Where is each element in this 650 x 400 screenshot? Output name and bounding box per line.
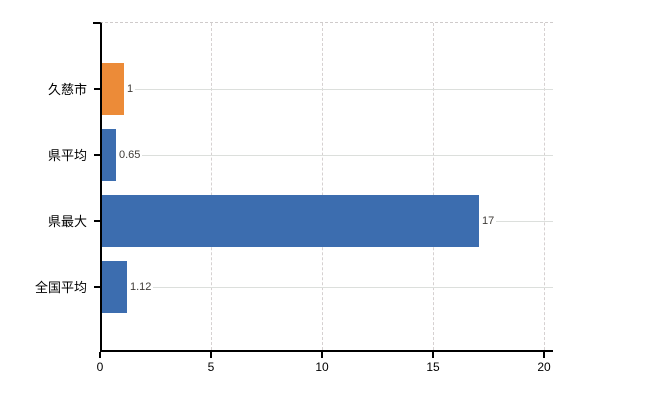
- vertical-gridline: [211, 23, 212, 350]
- bar-default: [102, 195, 479, 247]
- y-axis-top-tick: [93, 22, 100, 24]
- category-label: 全国平均: [34, 279, 87, 295]
- y-axis-tick: [94, 220, 100, 222]
- plot-area: 1 0.65 17 1.12: [100, 22, 553, 352]
- value-leader-line: [496, 220, 553, 222]
- x-axis-tick-label: 5: [207, 360, 215, 374]
- bar-highlight: [102, 63, 124, 115]
- vertical-gridline: [544, 23, 545, 350]
- x-axis-tick-label: 20: [537, 360, 551, 374]
- x-axis-tick: [99, 352, 101, 358]
- bar-default: [102, 129, 116, 181]
- y-axis-tick: [94, 154, 100, 156]
- bar-row: 1: [102, 63, 553, 115]
- category-label: 県平均: [47, 147, 87, 163]
- value-leader-line: [135, 88, 553, 90]
- category-label: 県最大: [47, 213, 87, 229]
- bar-default: [102, 261, 127, 313]
- bar-value-label: 17: [482, 214, 495, 227]
- bar-row: 1.12: [102, 261, 553, 313]
- vertical-gridline: [433, 23, 434, 350]
- bar-value-label: 1.12: [130, 280, 152, 293]
- x-axis-tick: [543, 352, 545, 358]
- x-axis-tick: [321, 352, 323, 358]
- x-axis-tick: [432, 352, 434, 358]
- value-leader-line: [153, 286, 553, 288]
- category-label: 久慈市: [47, 81, 87, 97]
- value-leader-line: [142, 154, 553, 156]
- bar-row: 0.65: [102, 129, 553, 181]
- y-axis-tick: [94, 88, 100, 90]
- x-axis-tick-label: 15: [426, 360, 440, 374]
- vertical-gridline: [322, 23, 323, 350]
- bar-value-label: 1: [127, 82, 134, 95]
- x-axis-tick-label: 10: [315, 360, 329, 374]
- bar-row: 17: [102, 195, 553, 247]
- y-axis-tick: [94, 286, 100, 288]
- x-axis-tick-label: 0: [96, 360, 104, 374]
- x-axis-tick: [210, 352, 212, 358]
- bar-value-label: 0.65: [119, 148, 141, 161]
